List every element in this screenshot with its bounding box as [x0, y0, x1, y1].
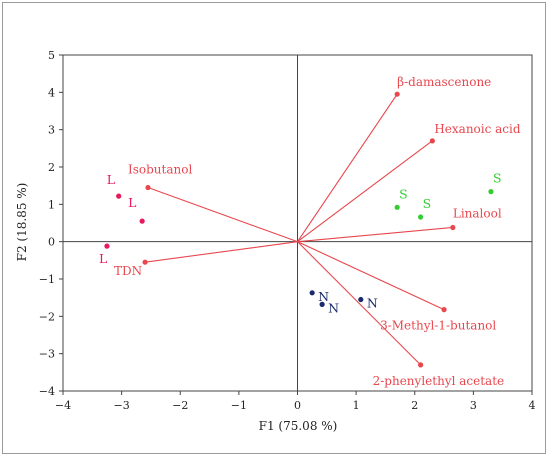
- loading-vector: [297, 93, 398, 242]
- x-tick-label: −4: [55, 399, 71, 412]
- x-tick-label: −1: [231, 399, 247, 412]
- y-tick-label: −3: [39, 348, 55, 361]
- loading-vector-label: 2-phenylethyl acetate: [373, 374, 505, 388]
- y-tick-label: 1: [48, 198, 55, 211]
- loading-vector: [297, 140, 433, 243]
- sample-group-label: S: [493, 171, 502, 186]
- y-tick-label: 2: [48, 161, 55, 174]
- y-tick-label: 0: [48, 236, 55, 249]
- loading-vector: [297, 241, 445, 311]
- x-tick-label: 2: [411, 399, 418, 412]
- sample-group-label: N: [328, 300, 339, 315]
- loading-vector-label: Isobutanol: [128, 163, 192, 177]
- x-axis-label: F1 (75.08 %): [259, 419, 338, 433]
- y-tick-label: −4: [39, 385, 55, 398]
- sample-point: [394, 204, 400, 210]
- loading-vector-tip: [429, 138, 435, 144]
- y-axis-label: F2 (18.85 %): [15, 183, 29, 262]
- loading-vector-label: TDN: [114, 264, 142, 278]
- loading-vector-label: Hexanoic acid: [434, 122, 521, 136]
- x-tick-label: −3: [114, 399, 130, 412]
- y-tick-label: 3: [48, 124, 55, 137]
- sample-point: [488, 189, 494, 195]
- loading-vector: [297, 241, 422, 366]
- sample-point: [319, 301, 325, 307]
- sample-point: [104, 243, 110, 249]
- sample-group-label: N: [367, 296, 378, 311]
- loading-vector-tip: [441, 307, 447, 313]
- x-tick-label: 0: [294, 399, 301, 412]
- sample-group-label: N: [318, 289, 329, 304]
- loading-vector-label: 3-Methyl-1-butanol: [380, 319, 496, 333]
- loading-vector: [147, 187, 298, 243]
- sample-point: [116, 193, 122, 199]
- x-tick-label: 3: [470, 399, 477, 412]
- loading-vector: [297, 226, 453, 243]
- y-tick-label: 5: [48, 49, 55, 62]
- x-tick-label: 4: [529, 399, 536, 412]
- sample-point: [358, 296, 364, 303]
- sample-group-label: L: [99, 251, 107, 266]
- y-tick-label: −1: [39, 273, 55, 286]
- x-tick-label: 1: [353, 399, 360, 412]
- loading-vector: [145, 241, 298, 263]
- loading-vector-tip: [450, 224, 456, 231]
- loading-vector-tip: [394, 91, 400, 97]
- loading-vector-label: β-damascenone: [397, 75, 491, 89]
- x-tick-label: −2: [172, 399, 188, 412]
- loading-vector-tip: [418, 362, 424, 368]
- sample-point: [418, 214, 424, 220]
- loading-vector-tip: [145, 184, 151, 191]
- sample-group-label: S: [399, 186, 408, 201]
- sample-point: [309, 290, 315, 296]
- y-tick-label: −2: [39, 310, 55, 323]
- sample-group-label: L: [107, 172, 115, 187]
- y-tick-label: 4: [48, 86, 55, 99]
- sample-point: [139, 218, 145, 224]
- loading-vector-label: Linalool: [453, 206, 502, 220]
- loading-vector-tip: [142, 259, 148, 265]
- sample-group-label: S: [423, 196, 432, 211]
- sample-group-label: L: [128, 195, 136, 210]
